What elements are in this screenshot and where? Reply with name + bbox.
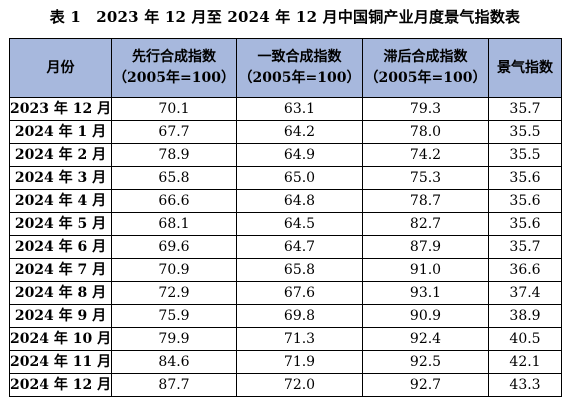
cell-lagging: 92.4 (362, 327, 489, 351)
cell-climate: 35.7 (488, 235, 562, 259)
cell-month: 2023 年 12 月 (9, 97, 112, 121)
cell-leading: 65.8 (111, 166, 237, 190)
table-row: 2024 年 1 月 67.7 64.2 78.0 35.5 (9, 120, 562, 144)
cell-climate: 36.6 (488, 258, 562, 282)
cell-month: 2024 年 12 月 (9, 373, 112, 397)
cell-lagging: 90.9 (362, 304, 489, 328)
copper-climate-index-table: 月份 先行合成指数 （2005年=100） 一致合成指数 （2005年=100）… (9, 38, 562, 397)
cell-climate: 38.9 (488, 304, 562, 328)
cell-lagging: 92.7 (362, 373, 489, 397)
table-row: 2024 年 9 月 75.9 69.8 90.9 38.9 (9, 304, 562, 328)
header-lagging-base: （2005年=100） (364, 70, 487, 86)
cell-lagging: 78.0 (362, 120, 489, 144)
cell-leading: 66.6 (111, 189, 237, 213)
cell-leading: 68.1 (111, 212, 237, 236)
cell-coincident: 65.8 (236, 258, 363, 282)
table-row: 2024 年 3 月 65.8 65.0 75.3 35.6 (9, 166, 562, 190)
cell-month: 2024 年 2 月 (9, 143, 112, 167)
cell-leading: 87.7 (111, 373, 237, 397)
header-coincident-index: 一致合成指数 （2005年=100） (236, 38, 363, 98)
cell-climate: 35.7 (488, 97, 562, 121)
cell-lagging: 93.1 (362, 281, 489, 305)
cell-climate: 43.3 (488, 373, 562, 397)
cell-leading: 67.7 (111, 120, 237, 144)
table-row: 2024 年 12 月 87.7 72.0 92.7 43.3 (9, 373, 562, 397)
cell-leading: 84.6 (111, 350, 237, 374)
cell-month: 2024 年 7 月 (9, 258, 112, 282)
header-climate-index: 景气指数 (488, 38, 562, 98)
cell-coincident: 64.2 (236, 120, 363, 144)
cell-lagging: 87.9 (362, 235, 489, 259)
cell-leading: 72.9 (111, 281, 237, 305)
cell-month: 2024 年 3 月 (9, 166, 112, 190)
cell-month: 2024 年 1 月 (9, 120, 112, 144)
cell-climate: 35.5 (488, 143, 562, 167)
table-row: 2024 年 7 月 70.9 65.8 91.0 36.6 (9, 258, 562, 282)
cell-coincident: 71.3 (236, 327, 363, 351)
table-row: 2024 年 5 月 68.1 64.5 82.7 35.6 (9, 212, 562, 236)
table-caption: 表 1 2023 年 12 月至 2024 年 12 月中国铜产业月度景气指数表 (49, 8, 521, 26)
table-row: 2024 年 10 月 79.9 71.3 92.4 40.5 (9, 327, 562, 351)
cell-leading: 78.9 (111, 143, 237, 167)
header-leading-index: 先行合成指数 （2005年=100） (111, 38, 237, 98)
cell-coincident: 67.6 (236, 281, 363, 305)
cell-month: 2024 年 4 月 (9, 189, 112, 213)
table-row: 2024 年 6 月 69.6 64.7 87.9 35.7 (9, 235, 562, 259)
header-leading-label: 先行合成指数 (132, 49, 216, 65)
cell-coincident: 65.0 (236, 166, 363, 190)
cell-lagging: 78.7 (362, 189, 489, 213)
header-coincident-base: （2005年=100） (238, 70, 361, 86)
cell-leading: 70.9 (111, 258, 237, 282)
table-row: 2023 年 12 月 70.1 63.1 79.3 35.7 (9, 97, 562, 121)
cell-month: 2024 年 9 月 (9, 304, 112, 328)
cell-coincident: 63.1 (236, 97, 363, 121)
cell-lagging: 75.3 (362, 166, 489, 190)
table-row: 2024 年 11 月 84.6 71.9 92.5 42.1 (9, 350, 562, 374)
header-coincident-label: 一致合成指数 (257, 49, 342, 65)
cell-climate: 35.6 (488, 189, 562, 213)
cell-climate: 40.5 (488, 327, 562, 351)
cell-leading: 79.9 (111, 327, 237, 351)
header-lagging-label: 滞后合成指数 (383, 49, 468, 65)
cell-leading: 70.1 (111, 97, 237, 121)
cell-month: 2024 年 8 月 (9, 281, 112, 305)
cell-coincident: 69.8 (236, 304, 363, 328)
cell-month: 2024 年 11 月 (9, 350, 112, 374)
cell-month: 2024 年 6 月 (9, 235, 112, 259)
cell-coincident: 71.9 (236, 350, 363, 374)
table-row: 2024 年 8 月 72.9 67.6 93.1 37.4 (9, 281, 562, 305)
cell-month: 2024 年 5 月 (9, 212, 112, 236)
cell-climate: 37.4 (488, 281, 562, 305)
cell-coincident: 64.8 (236, 189, 363, 213)
cell-coincident: 72.0 (236, 373, 363, 397)
cell-lagging: 79.3 (362, 97, 489, 121)
cell-coincident: 64.5 (236, 212, 363, 236)
header-leading-base: （2005年=100） (113, 70, 235, 86)
cell-lagging: 82.7 (362, 212, 489, 236)
cell-coincident: 64.9 (236, 143, 363, 167)
cell-coincident: 64.7 (236, 235, 363, 259)
header-row: 月份 先行合成指数 （2005年=100） 一致合成指数 （2005年=100）… (9, 38, 562, 98)
header-month: 月份 (9, 38, 112, 98)
cell-leading: 69.6 (111, 235, 237, 259)
cell-climate: 35.5 (488, 120, 562, 144)
cell-climate: 42.1 (488, 350, 562, 374)
cell-lagging: 92.5 (362, 350, 489, 374)
cell-climate: 35.6 (488, 166, 562, 190)
cell-leading: 75.9 (111, 304, 237, 328)
cell-climate: 35.6 (488, 212, 562, 236)
cell-month: 2024 年 10 月 (9, 327, 112, 351)
cell-lagging: 74.2 (362, 143, 489, 167)
header-lagging-index: 滞后合成指数 （2005年=100） (362, 38, 489, 98)
table-row: 2024 年 2 月 78.9 64.9 74.2 35.5 (9, 143, 562, 167)
cell-lagging: 91.0 (362, 258, 489, 282)
table-row: 2024 年 4 月 66.6 64.8 78.7 35.6 (9, 189, 562, 213)
